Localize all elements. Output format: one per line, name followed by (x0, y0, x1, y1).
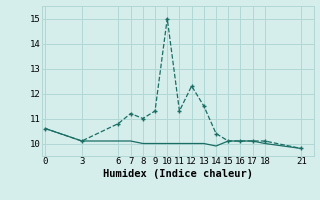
X-axis label: Humidex (Indice chaleur): Humidex (Indice chaleur) (103, 169, 252, 179)
